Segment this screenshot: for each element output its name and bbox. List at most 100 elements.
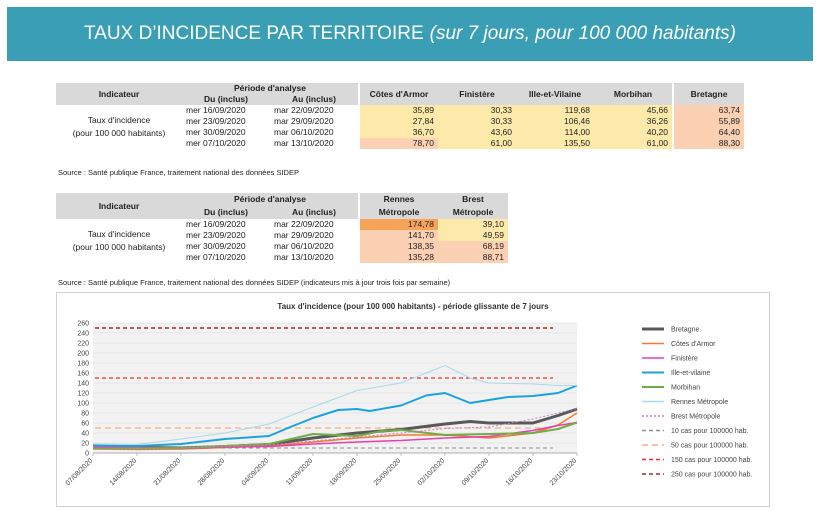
cell-value: 61,00 — [594, 138, 673, 149]
source-note: Source : Santé publique France, traiteme… — [58, 278, 451, 287]
series-line — [92, 408, 578, 449]
table-row: mer 23/09/2020 mar 29/09/2020 27,84 30,3… — [56, 116, 744, 127]
header-col: Morbihan — [594, 83, 673, 105]
table-row: Taux d'incidence (pour 100 000 habitants… — [56, 105, 744, 149]
x-tick-label: 21/08/2020 — [153, 457, 183, 487]
cell-du: mer 16/09/2020 — [182, 219, 270, 230]
y-tick-label: 20 — [81, 441, 89, 448]
legend-label: 150 cas pour 100000 hab. — [671, 457, 752, 464]
table-row: mer 07/10/2020 mar 13/10/2020 78,70 61,0… — [56, 138, 744, 149]
header-periode: Période d'analyse — [182, 193, 359, 206]
y-tick-label: 140 — [77, 381, 89, 388]
y-tick-label: 60 — [81, 421, 89, 428]
table-row: mer 07/10/2020 mar 13/10/2020 135,28 88,… — [56, 252, 508, 263]
cell-value: 30,33 — [438, 105, 516, 116]
table-row: Taux d'incidence (pour 100 000 habitants… — [56, 219, 508, 263]
cell-value: 135,50 — [516, 138, 594, 149]
indicator-label: Taux d'incidence (pour 100 000 habitants… — [56, 105, 182, 149]
table-row: mer 30/09/2020 mar 06/10/2020 138,35 68,… — [56, 241, 508, 252]
cell-value: 138,35 — [358, 241, 438, 252]
header-au: Au (inclus) — [270, 206, 359, 219]
cell-value: 114,00 — [516, 127, 594, 138]
banner-subtitle: (sur 7 jours, pour 100 000 habitants) — [429, 23, 736, 44]
cell-value: 68,19 — [438, 241, 508, 252]
header-col: Finistère — [438, 83, 516, 105]
x-tick-label: 02/10/2020 — [417, 457, 447, 487]
cell-value: 40,20 — [594, 127, 673, 138]
header-indicateur: Indicateur — [56, 83, 182, 105]
series-line — [92, 365, 577, 445]
chart-title: Taux d'incidence (pour 100 000 habitants… — [277, 302, 549, 311]
header-col: Ille-et-Vilaine — [516, 83, 594, 105]
y-tick-label: 80 — [81, 411, 89, 418]
cell-au: mar 22/09/2020 — [270, 219, 359, 230]
cell-au: mar 29/09/2020 — [270, 116, 359, 127]
cell-au: mar 13/10/2020 — [270, 138, 359, 149]
cell-value: 27,84 — [358, 116, 438, 127]
y-tick-label: 260 — [77, 321, 89, 328]
incidence-table-departments: Indicateur Période d'analyse Côtes d'Arm… — [56, 83, 744, 149]
cell-value: 135,28 — [358, 252, 438, 263]
y-tick-label: 0 — [85, 451, 89, 458]
cell-value: 35,89 — [358, 105, 438, 116]
cell-value: 45,66 — [594, 105, 673, 116]
cell-au: mar 06/10/2020 — [270, 127, 359, 138]
x-tick-label: 04/09/2020 — [241, 457, 271, 487]
cell-value: 30,33 — [438, 116, 516, 127]
cell-value: 63,74 — [672, 105, 744, 116]
cell-du: mer 07/10/2020 — [182, 138, 270, 149]
cell-du: mer 30/09/2020 — [182, 127, 270, 138]
x-tick-label: 07/08/2020 — [65, 457, 95, 487]
cell-value: 141,70 — [358, 230, 438, 241]
incidence-chart: Taux d'incidence (pour 100 000 habitants… — [56, 292, 770, 507]
cell-value: 61,00 — [438, 138, 516, 149]
legend-label: 10 cas pour 100000 hab. — [671, 428, 749, 435]
legend-label: Morbihan — [671, 385, 700, 392]
x-tick-label: 28/08/2020 — [197, 457, 227, 487]
legend-label: 250 cas pour 100000 hab. — [671, 472, 752, 479]
legend-label: Côtes d'Armor — [671, 341, 716, 348]
cell-value: 36,26 — [594, 116, 673, 127]
x-tick-label: 14/08/2020 — [109, 457, 139, 487]
header-du: Du (inclus) — [182, 206, 270, 219]
cell-value: 55,89 — [672, 116, 744, 127]
y-tick-label: 220 — [77, 341, 89, 348]
source-note: Source : Santé publique France, traiteme… — [58, 168, 299, 177]
cell-value: 43,60 — [438, 127, 516, 138]
banner-title: TAUX D’INCIDENCE PAR TERRITOIRE — [84, 23, 424, 44]
header-periode: Période d'analyse — [182, 83, 359, 94]
table-row: mer 23/09/2020 mar 29/09/2020 141,70 49,… — [56, 230, 508, 241]
cell-du: mer 30/09/2020 — [182, 241, 270, 252]
x-tick-label: 09/10/2020 — [461, 457, 491, 487]
header-col: Rennes Métropole — [358, 193, 438, 219]
legend-label: Ille-et-vilaine — [671, 370, 710, 377]
cell-au: mar 22/09/2020 — [270, 105, 359, 116]
legend-label: 50 cas pour 100000 hab. — [671, 443, 749, 450]
y-tick-label: 200 — [77, 351, 89, 358]
y-tick-label: 100 — [77, 401, 89, 408]
cell-du: mer 23/09/2020 — [182, 116, 270, 127]
table-row: mer 30/09/2020 mar 06/10/2020 36,70 43,6… — [56, 127, 744, 138]
header-au: Au (inclus) — [270, 94, 359, 105]
title-banner: TAUX D’INCIDENCE PAR TERRITOIRE (sur 7 j… — [7, 7, 813, 61]
x-tick-label: 18/09/2020 — [329, 457, 359, 487]
x-tick-label: 16/10/2020 — [505, 457, 535, 487]
header-col: Bretagne — [672, 83, 744, 105]
cell-value: 78,70 — [358, 138, 438, 149]
y-tick-label: 160 — [77, 371, 89, 378]
x-tick-label: 11/09/2020 — [285, 457, 314, 486]
cell-du: mer 23/09/2020 — [182, 230, 270, 241]
cell-value: 106,46 — [516, 116, 594, 127]
cell-value: 39,10 — [438, 219, 508, 230]
cell-value: 49,59 — [438, 230, 508, 241]
plot-area — [93, 323, 577, 453]
cell-value: 36,70 — [358, 127, 438, 138]
indicator-label: Taux d'incidence (pour 100 000 habitants… — [56, 219, 182, 263]
cell-au: mar 13/10/2020 — [270, 252, 359, 263]
header-col: Brest Métropole — [438, 193, 508, 219]
legend-label: Finistère — [671, 356, 698, 363]
cell-value: 174,78 — [358, 219, 438, 230]
legend-label: Rennes Métropole — [671, 399, 728, 406]
cell-value: 119,68 — [516, 105, 594, 116]
header-du: Du (inclus) — [182, 94, 270, 105]
